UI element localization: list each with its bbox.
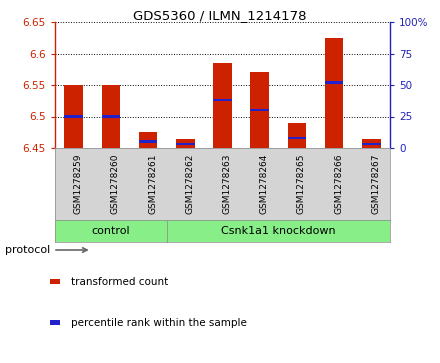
Text: GSM1278261: GSM1278261 xyxy=(148,154,157,214)
FancyBboxPatch shape xyxy=(49,279,60,284)
Text: GSM1278259: GSM1278259 xyxy=(73,154,83,214)
Bar xyxy=(213,99,232,101)
Bar xyxy=(250,109,269,111)
Bar xyxy=(213,63,232,148)
FancyBboxPatch shape xyxy=(49,320,60,325)
Bar xyxy=(102,115,120,118)
Bar xyxy=(362,139,381,148)
Bar xyxy=(139,140,158,143)
Text: GSM1278262: GSM1278262 xyxy=(185,154,194,214)
Bar xyxy=(139,132,158,148)
Bar xyxy=(176,139,194,148)
Bar xyxy=(64,85,83,148)
Bar xyxy=(64,115,83,118)
Text: control: control xyxy=(92,226,130,236)
Text: percentile rank within the sample: percentile rank within the sample xyxy=(71,318,247,328)
Text: transformed count: transformed count xyxy=(71,277,168,286)
Text: GDS5360 / ILMN_1214178: GDS5360 / ILMN_1214178 xyxy=(133,9,307,22)
Text: GSM1278260: GSM1278260 xyxy=(111,154,120,214)
Text: GSM1278265: GSM1278265 xyxy=(297,154,306,214)
Bar xyxy=(288,136,306,139)
Text: GSM1278263: GSM1278263 xyxy=(223,154,231,214)
Bar xyxy=(288,123,306,148)
Bar xyxy=(325,81,344,84)
Text: protocol: protocol xyxy=(5,245,87,255)
Bar xyxy=(325,38,344,148)
Bar xyxy=(176,143,194,146)
Text: GSM1278267: GSM1278267 xyxy=(371,154,381,214)
Text: GSM1278266: GSM1278266 xyxy=(334,154,343,214)
Bar xyxy=(102,85,120,148)
Text: GSM1278264: GSM1278264 xyxy=(260,154,269,214)
Bar xyxy=(362,143,381,146)
Text: Csnk1a1 knockdown: Csnk1a1 knockdown xyxy=(221,226,336,236)
Bar xyxy=(250,72,269,148)
